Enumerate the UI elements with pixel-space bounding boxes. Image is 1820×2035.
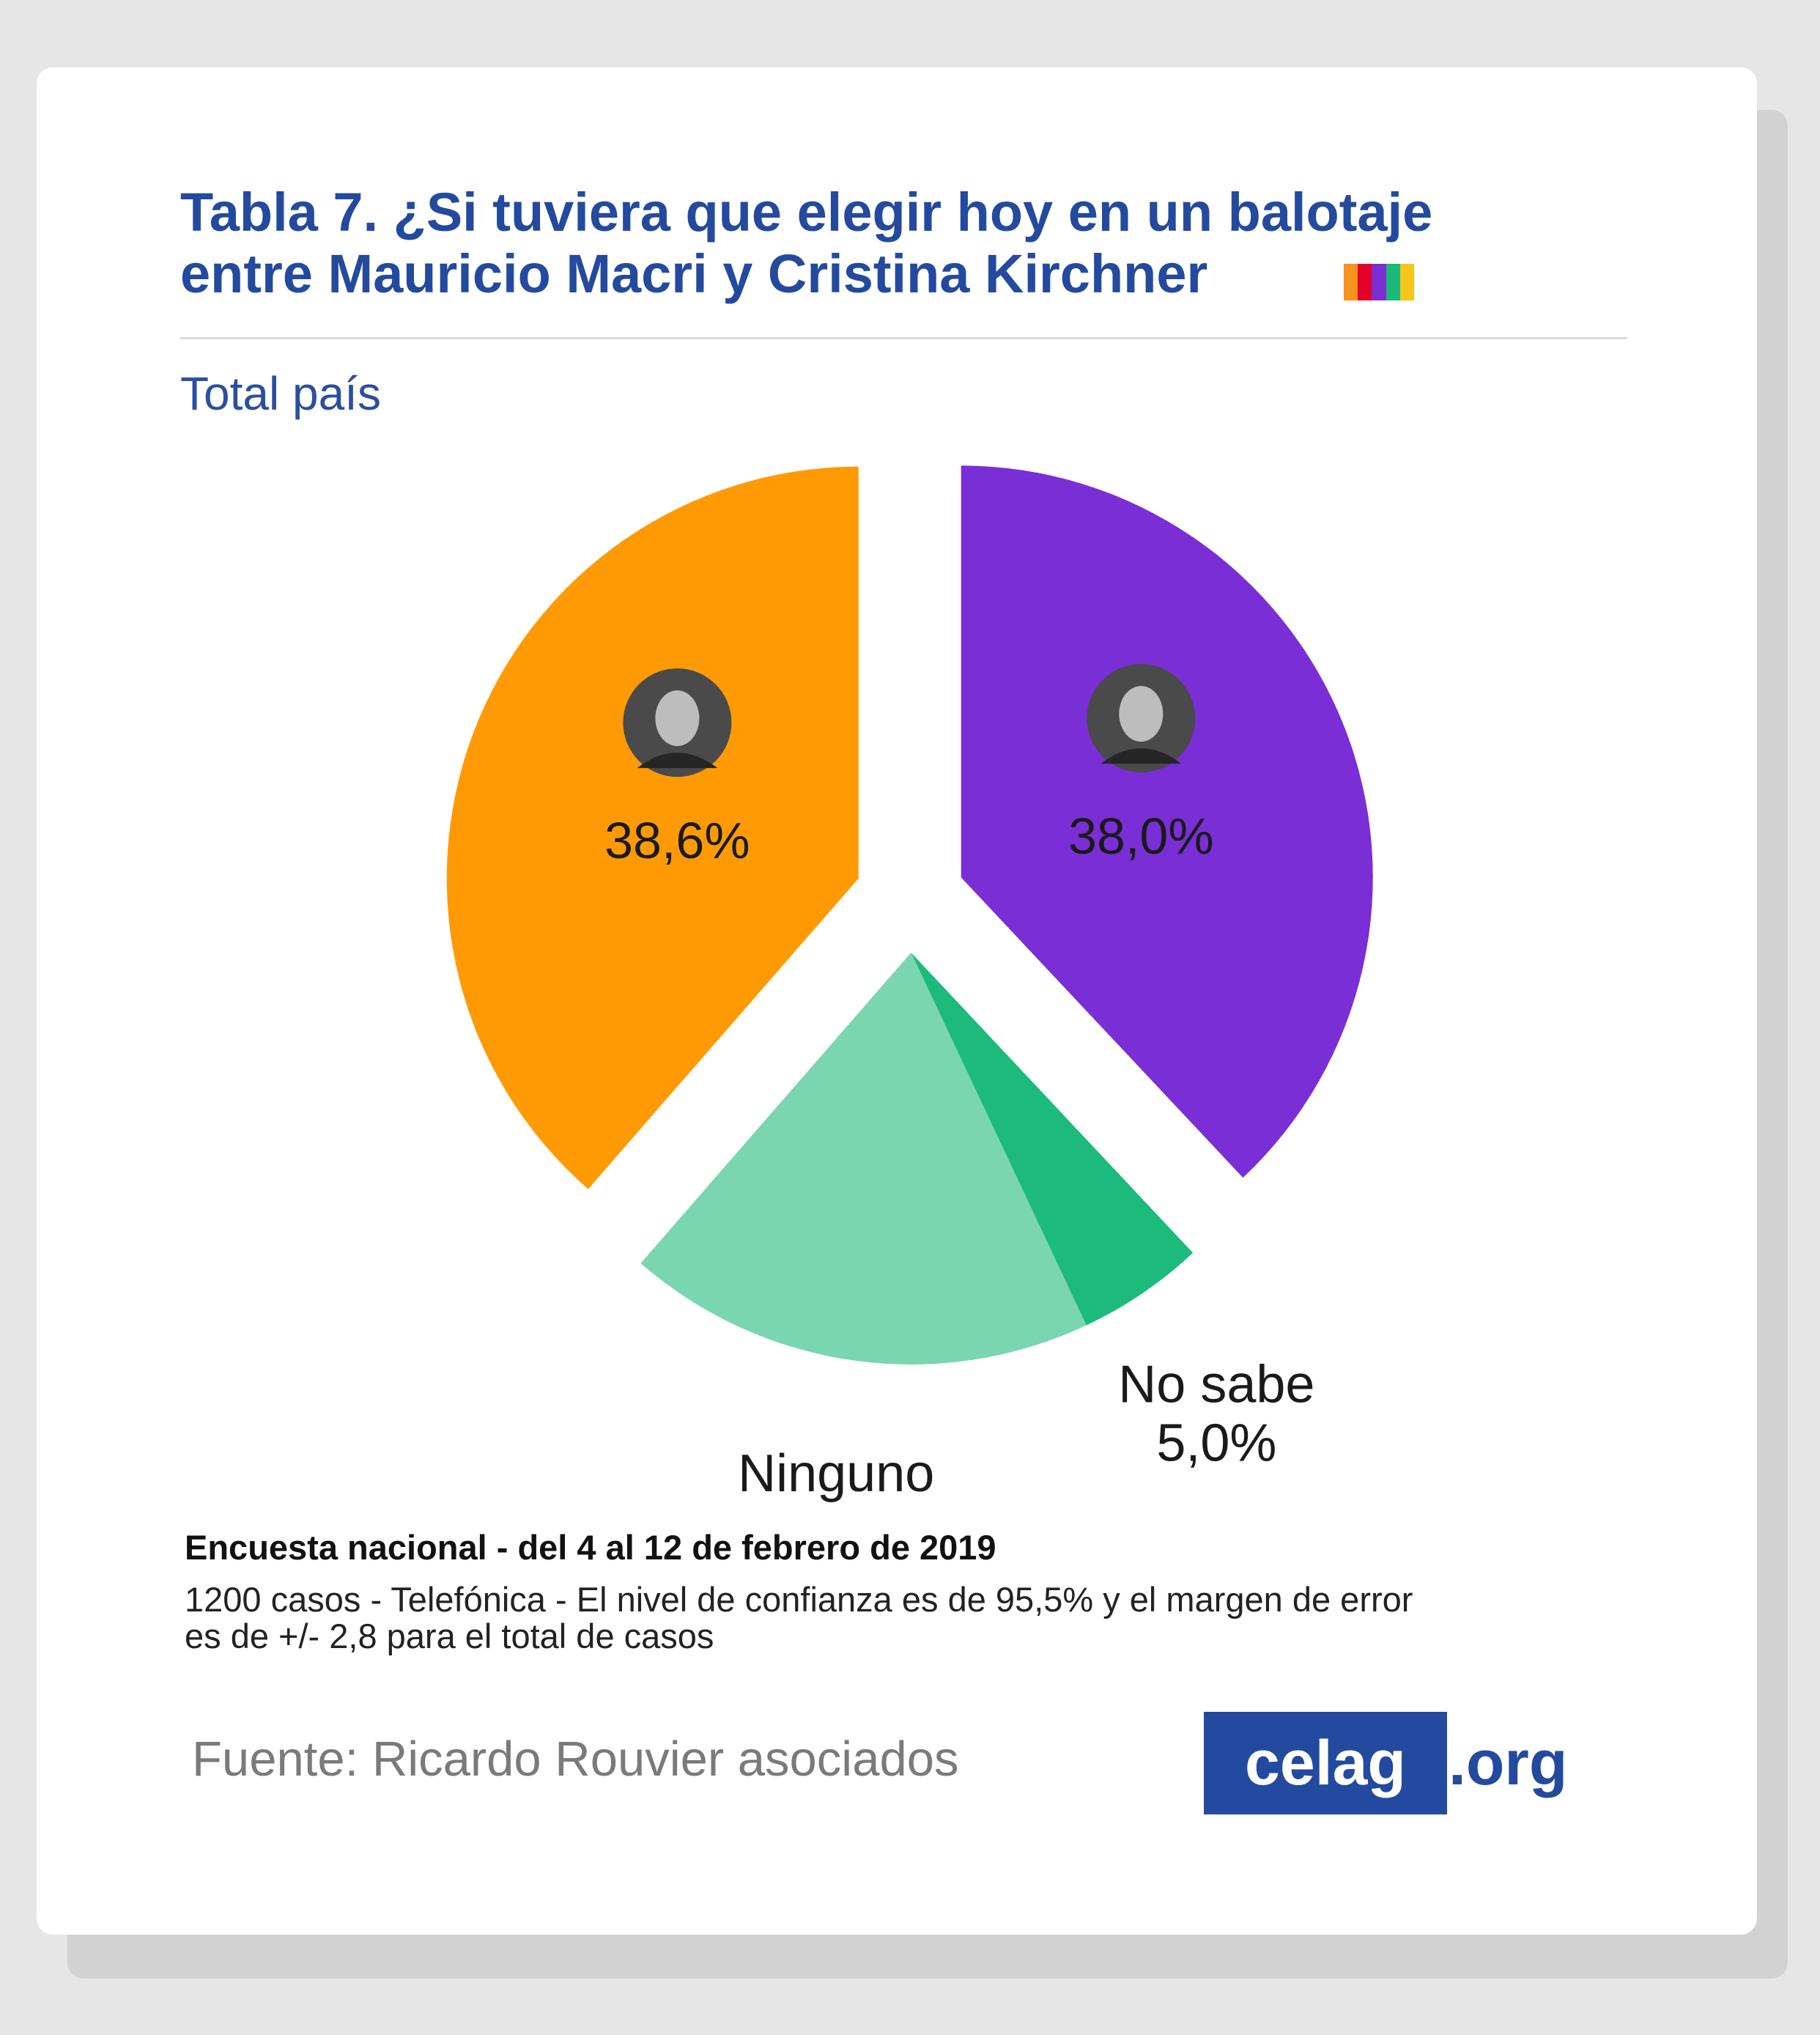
- brand-tld: .org: [1449, 1727, 1568, 1798]
- chart-title: Tabla 7. ¿Si tuviera que elegir hoy en u…: [180, 182, 1432, 305]
- pie-slice: [911, 952, 1194, 1326]
- slice-value-label: 5,0%: [1156, 1414, 1276, 1473]
- slice-name-label: No sabe: [1118, 1356, 1314, 1414]
- chart-subtitle: Total país: [180, 367, 381, 420]
- title-line-1: Tabla 7. ¿Si tuviera que elegir hoy en u…: [180, 182, 1433, 243]
- flag-stripe: [1344, 264, 1358, 300]
- macri-photo: [1087, 664, 1196, 773]
- color-flag-icon: [1344, 264, 1415, 300]
- celag-logo: celag .org: [1204, 1712, 1567, 1814]
- flag-stripe: [1358, 264, 1372, 300]
- pie-slice: [640, 952, 1087, 1364]
- survey-details-line-2: es de +/- 2,8 para el total de casos: [185, 1617, 714, 1655]
- slice-value-label: 38,0%: [1068, 808, 1213, 865]
- pie-slice: [446, 466, 859, 1189]
- pie-slice: [961, 465, 1373, 1178]
- flag-stripe: [1386, 264, 1400, 300]
- slice-value-label: 38,6%: [604, 812, 750, 869]
- title-divider: [180, 337, 1627, 339]
- kirchner-photo: [623, 668, 732, 778]
- title-line-2: entre Mauricio Macri y Cristina Kirchner: [180, 243, 1208, 304]
- slice-name-label: Ninguno: [738, 1444, 934, 1502]
- survey-details-line-1: 1200 casos - Telefónica - El nivel de co…: [185, 1580, 1413, 1619]
- source-note: Fuente: Ricardo Rouvier asociados: [192, 1732, 959, 1787]
- flag-stripe: [1372, 264, 1386, 300]
- brand-name: celag: [1204, 1712, 1447, 1814]
- flag-stripe: [1399, 264, 1415, 300]
- survey-title: Encuesta nacional - del 4 al 12 de febre…: [185, 1528, 996, 1567]
- survey-details: 1200 casos - Telefónica - El nivel de co…: [185, 1581, 1650, 1655]
